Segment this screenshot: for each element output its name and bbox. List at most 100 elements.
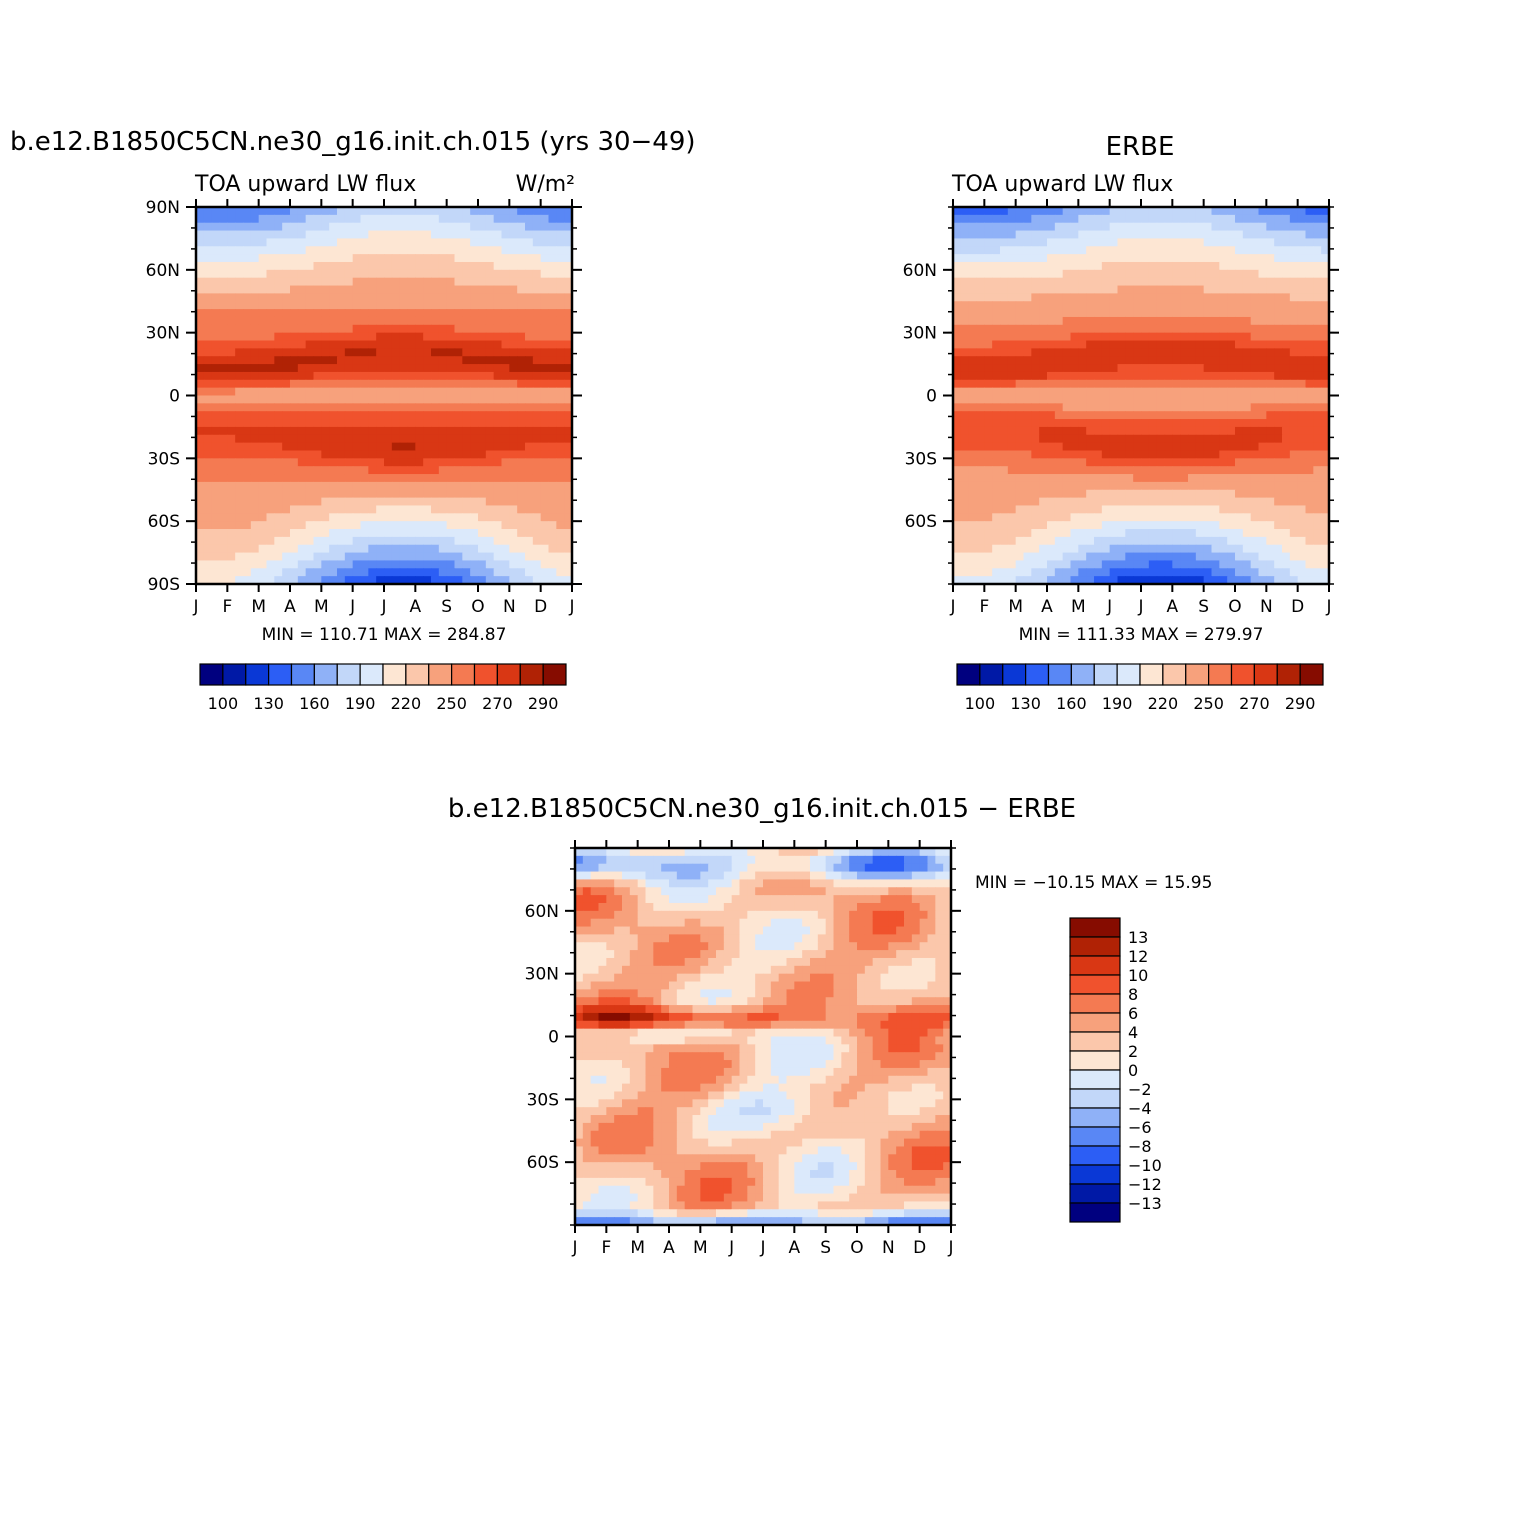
- contour-cell: [525, 419, 534, 428]
- contour-cell: [501, 426, 510, 436]
- contour-cell: [337, 458, 346, 467]
- contour-cell: [446, 371, 456, 381]
- contour-cell: [548, 450, 557, 459]
- contour-cell: [525, 434, 534, 444]
- contour-cell: [1250, 536, 1260, 546]
- contour-cell: [953, 309, 962, 318]
- contour-cell: [438, 222, 448, 232]
- contour-cell: [1203, 301, 1213, 310]
- contour-cell: [1156, 442, 1166, 452]
- contour-cell: [1109, 426, 1119, 436]
- contour-cell: [1094, 371, 1103, 381]
- contour-cell: [984, 481, 993, 491]
- contour-cell: [1211, 466, 1220, 475]
- contour-cell: [337, 497, 346, 507]
- contour-cell: [290, 395, 299, 404]
- contour-cell: [250, 442, 260, 452]
- contour-cell: [1242, 560, 1252, 569]
- contour-cell: [1188, 356, 1197, 365]
- contour-cell: [399, 277, 409, 287]
- contour-cell: [258, 481, 268, 491]
- contour-cell: [235, 536, 244, 546]
- contour-cell: [1219, 309, 1228, 318]
- contour-cell: [243, 222, 252, 232]
- contour-cell: [1007, 316, 1017, 326]
- contour-cell: [509, 529, 518, 538]
- contour-cell: [1070, 552, 1079, 562]
- contour-cell: [290, 474, 299, 483]
- contour-cell: [1156, 348, 1166, 357]
- contour-cell: [1172, 560, 1181, 569]
- contour-cell: [548, 261, 557, 271]
- contour-cell: [1125, 442, 1134, 452]
- contour-cell: [368, 356, 377, 365]
- x-tick-label: N: [503, 597, 516, 617]
- x-tick-label: D: [1291, 597, 1304, 617]
- contour-cell: [446, 450, 456, 459]
- contour-cell: [329, 246, 338, 255]
- contour-cell: [1172, 207, 1181, 216]
- contour-cell: [976, 521, 985, 530]
- contour-cell: [1133, 387, 1142, 397]
- contour-cell: [540, 222, 550, 232]
- contour-cell: [282, 387, 291, 397]
- contour-cell: [478, 466, 487, 475]
- contour-cell: [1148, 238, 1158, 247]
- contour-cell: [968, 332, 978, 342]
- contour-cell: [337, 387, 346, 397]
- contour-cell: [1007, 222, 1017, 232]
- contour-cell: [556, 332, 565, 342]
- contour-cell: [1031, 552, 1040, 562]
- contour-cell: [493, 419, 503, 428]
- contour-cell: [282, 246, 291, 255]
- contour-cell: [1250, 442, 1260, 452]
- contour-cell: [478, 309, 487, 318]
- contour-cell: [1156, 450, 1166, 459]
- contour-cell: [376, 536, 385, 546]
- contour-cell: [337, 450, 346, 459]
- contour-cell: [258, 364, 268, 373]
- contour-cell: [1070, 497, 1079, 507]
- contour-cell: [1000, 207, 1009, 216]
- contour-cell: [1070, 254, 1079, 263]
- contour-cell: [1156, 497, 1166, 507]
- contour-cell: [227, 489, 236, 499]
- contour-cell: [305, 379, 315, 389]
- contour-cell: [235, 340, 244, 349]
- contour-cell: [1180, 450, 1189, 459]
- contour-cell: [1023, 285, 1032, 294]
- contour-cell: [1133, 560, 1142, 569]
- contour-cell: [203, 238, 213, 247]
- contour-cell: [203, 576, 213, 585]
- contour-cell: [344, 458, 354, 467]
- contour-cell: [1195, 364, 1205, 373]
- contour-cell: [438, 387, 448, 397]
- contour-cell: [1172, 395, 1181, 404]
- contour-cell: [1188, 458, 1197, 467]
- contour-cell: [1274, 332, 1283, 342]
- contour-cell: [1148, 521, 1158, 530]
- contour-cell: [540, 238, 550, 247]
- contour-cell: [1109, 230, 1119, 240]
- contour-cell: [470, 316, 479, 326]
- contour-cell: [235, 481, 244, 491]
- contour-cell: [485, 230, 495, 240]
- contour-cell: [1039, 536, 1048, 546]
- contour-cell: [415, 458, 424, 467]
- contour-cell: [368, 371, 377, 381]
- contour-cell: [1250, 576, 1260, 585]
- contour-cell: [274, 309, 283, 318]
- contour-cell: [1321, 426, 1330, 436]
- contour-cell: [532, 379, 542, 389]
- contour-cell: [637, 848, 647, 857]
- contour-cell: [1007, 285, 1017, 294]
- contour-cell: [1148, 340, 1158, 349]
- contour-cell: [1133, 364, 1142, 373]
- contour-cell: [250, 356, 260, 365]
- contour-cell: [235, 426, 244, 436]
- contour-cell: [1000, 222, 1009, 232]
- contour-cell: [1227, 261, 1236, 271]
- contour-cell: [1211, 521, 1220, 530]
- contour-cell: [1133, 474, 1142, 483]
- contour-cell: [329, 324, 338, 334]
